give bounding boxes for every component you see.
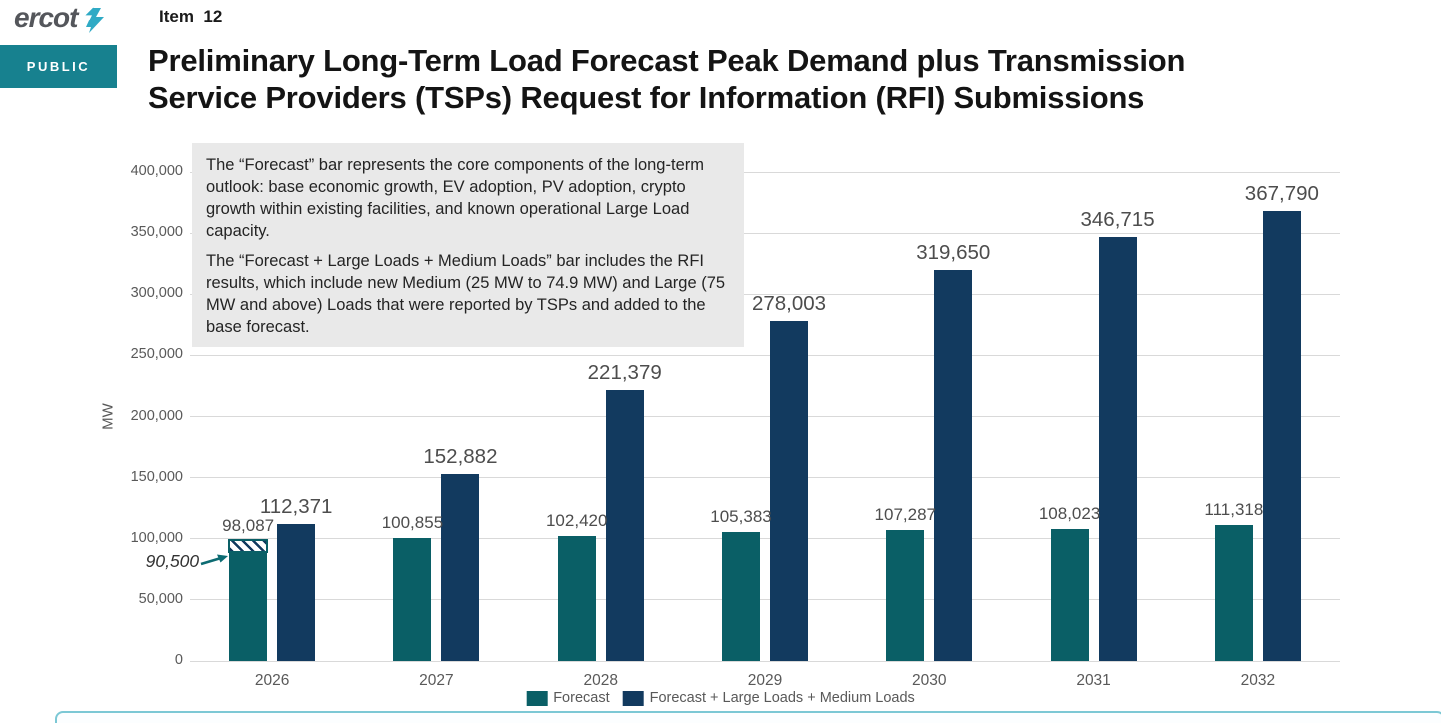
annotation-90500-label: 90,500 <box>145 551 200 572</box>
legend-label-forecast: Forecast <box>553 690 610 706</box>
bar-combined-2030 <box>934 270 973 661</box>
legend: Forecast Forecast + Large Loads + Medium… <box>526 690 915 706</box>
value-label-forecast-2027: 100,855 <box>381 512 444 532</box>
value-label-combined-2032: 367,790 <box>1244 182 1319 206</box>
gridline-350000 <box>190 232 1340 234</box>
x-tick-label-2026: 2026 <box>254 672 290 689</box>
y-tick-label-0: 0 <box>174 652 183 668</box>
bar-forecast-2028 <box>557 535 596 661</box>
x-tick-label-2029: 2029 <box>747 672 783 689</box>
bar-combined-2029 <box>770 321 808 661</box>
legend-swatch-forecast <box>526 690 548 706</box>
plot-area: 98,087 112,371 2026 100,855 152,882 2027 102,4… <box>146 171 1340 689</box>
x-tick-label-2032: 2032 <box>1240 672 1276 689</box>
gridline-300000 <box>190 293 1340 295</box>
y-tick-label-250000: 250,000 <box>130 346 183 363</box>
gridline-100000 <box>190 538 1340 540</box>
hatched-rfi-segment <box>228 539 269 554</box>
y-tick-label-300000: 300,000 <box>130 285 183 302</box>
bar-combined-2031 <box>1098 237 1137 661</box>
annotation-arrow <box>200 549 230 574</box>
bar-combined-2027 <box>441 474 480 661</box>
x-tick-label-2027: 2027 <box>419 672 454 689</box>
value-label-forecast-2031: 108,023 <box>1038 503 1101 523</box>
bar-forecast-2027 <box>393 537 432 661</box>
bar-forecast-2026 <box>229 541 268 661</box>
y-tick-label-150000: 150,000 <box>130 468 183 485</box>
value-label-forecast-2026: 98,087 <box>222 516 275 536</box>
y-tick-label-350000: 350,000 <box>130 224 183 241</box>
explanation-box: The “Forecast” bar represents the core c… <box>192 143 744 347</box>
ercot-wordmark: ercot <box>14 2 78 33</box>
value-label-combined-2029: 278,003 <box>751 292 827 316</box>
y-tick-label-100000: 100,000 <box>130 529 183 546</box>
x-tick-label-2028: 2028 <box>583 672 618 689</box>
gridline-250000 <box>190 354 1340 356</box>
x-tick-label-2030: 2030 <box>912 672 947 689</box>
legend-label-combined: Forecast + Large Loads + Medium Loads <box>649 690 915 706</box>
bar-forecast-2031 <box>1050 528 1089 661</box>
annotation-arrow-icon <box>200 554 229 566</box>
page-title-line2: Service Providers (TSPs) Request for Inf… <box>148 80 1145 115</box>
value-label-forecast-2029: 105,383 <box>710 507 772 527</box>
y-tick-label-50000: 50,000 <box>138 590 183 607</box>
y-tick-label-200000: 200,000 <box>130 407 183 424</box>
value-label-combined-2026: 112,371 <box>259 494 333 518</box>
x-tick-label-2031: 2031 <box>1076 672 1111 689</box>
bar-forecast-2030 <box>886 529 925 661</box>
legend-item-combined: Forecast + Large Loads + Medium Loads <box>622 690 915 706</box>
legend-swatch-combined <box>622 690 644 706</box>
value-label-combined-2031: 346,715 <box>1080 208 1155 232</box>
bar-combined-2032 <box>1262 211 1301 661</box>
gridline-50000 <box>190 599 1340 601</box>
item-number: Item 12 <box>159 7 223 26</box>
value-label-combined-2027: 152,882 <box>423 445 498 469</box>
page-title: Preliminary Long-Term Load Forecast Peak… <box>148 42 1441 116</box>
bar-forecast-2032 <box>1214 524 1253 661</box>
y-tick-label-400000: 400,000 <box>130 163 183 179</box>
legend-item-forecast: Forecast <box>526 690 610 706</box>
lightning-bolt-icon <box>83 3 105 33</box>
page-title-line1: Preliminary Long-Term Load Forecast Peak… <box>148 43 1186 78</box>
value-label-combined-2028: 221,379 <box>587 361 662 385</box>
bar-combined-2026 <box>277 523 316 661</box>
gridline-400000 <box>190 171 1340 173</box>
value-label-combined-2030: 319,650 <box>916 241 991 265</box>
bar-forecast-2029 <box>722 532 760 661</box>
bar-combined-2028 <box>605 390 644 661</box>
value-label-forecast-2030: 107,287 <box>874 504 937 524</box>
bar-chart: MW 98,087 112,371 2026 100,855 152,882 2027 10… <box>0 140 1441 700</box>
ercot-logo: ercot <box>14 2 107 34</box>
gridline-0 <box>190 660 1340 662</box>
gridline-150000 <box>190 477 1340 479</box>
value-label-forecast-2032: 111,318 <box>1204 499 1264 519</box>
public-badge: PUBLIC <box>0 45 117 88</box>
bottom-panel-border <box>55 711 1441 723</box>
explanation-paragraph-2: The “Forecast + Large Loads + Medium Loa… <box>206 252 726 336</box>
gridline-200000 <box>190 416 1340 417</box>
explanation-paragraph-1: The “Forecast” bar represents the core c… <box>206 156 704 240</box>
value-label-forecast-2028: 102,420 <box>545 510 608 530</box>
